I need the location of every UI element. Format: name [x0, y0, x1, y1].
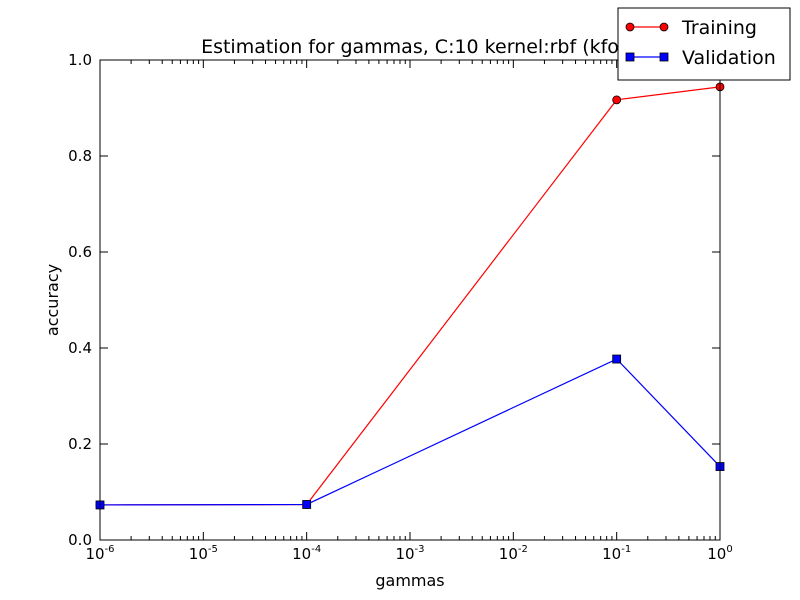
- legend-box: [617, 7, 791, 81]
- training-point: [612, 95, 622, 105]
- x-tick-label: 100: [707, 544, 732, 563]
- x-tick-label: 10-2: [499, 544, 528, 563]
- y-tick-label: 0.4: [68, 339, 92, 357]
- validation-point: [302, 500, 312, 509]
- chart-title: Estimation for gammas, C:10 kernel:rbf (…: [201, 36, 619, 58]
- legend-validation-marker: [659, 52, 669, 62]
- legend-training-label: Training: [681, 17, 757, 39]
- y-axis-label: accuracy: [43, 264, 62, 336]
- y-tick-label: 0.8: [68, 147, 92, 165]
- legend-validation-label: Validation: [682, 47, 776, 69]
- series-layer: [95, 82, 725, 510]
- y-axis-ticks: 0.0 0.2 0.4 0.6 0.8 1.0: [68, 51, 720, 549]
- y-tick-label: 0.6: [68, 243, 92, 261]
- x-tick-label: 10-3: [395, 544, 424, 563]
- legend: Training Validation: [617, 7, 791, 81]
- validation-point: [612, 354, 622, 364]
- x-axis-label: gammas: [375, 571, 444, 590]
- x-axis-ticks: 10-6 10-5 10-4 10-3 10-2 10-1 100: [85, 60, 733, 563]
- x-tick-label: 10-6: [85, 544, 114, 563]
- legend-training-marker: [625, 22, 635, 32]
- legend-validation-marker: [625, 52, 635, 62]
- training-series-line: [99, 86, 721, 506]
- y-tick-label: 0.0: [68, 531, 92, 549]
- x-tick-label: 10-5: [189, 544, 218, 563]
- y-tick-label: 0.2: [68, 435, 92, 453]
- x-tick-label: 10-1: [602, 544, 631, 563]
- plot-frame: [99, 59, 721, 541]
- x-tick-label: 10-4: [292, 544, 321, 563]
- legend-training-marker: [659, 22, 669, 32]
- validation-series-line: [99, 358, 721, 506]
- y-tick-label: 1.0: [68, 51, 92, 69]
